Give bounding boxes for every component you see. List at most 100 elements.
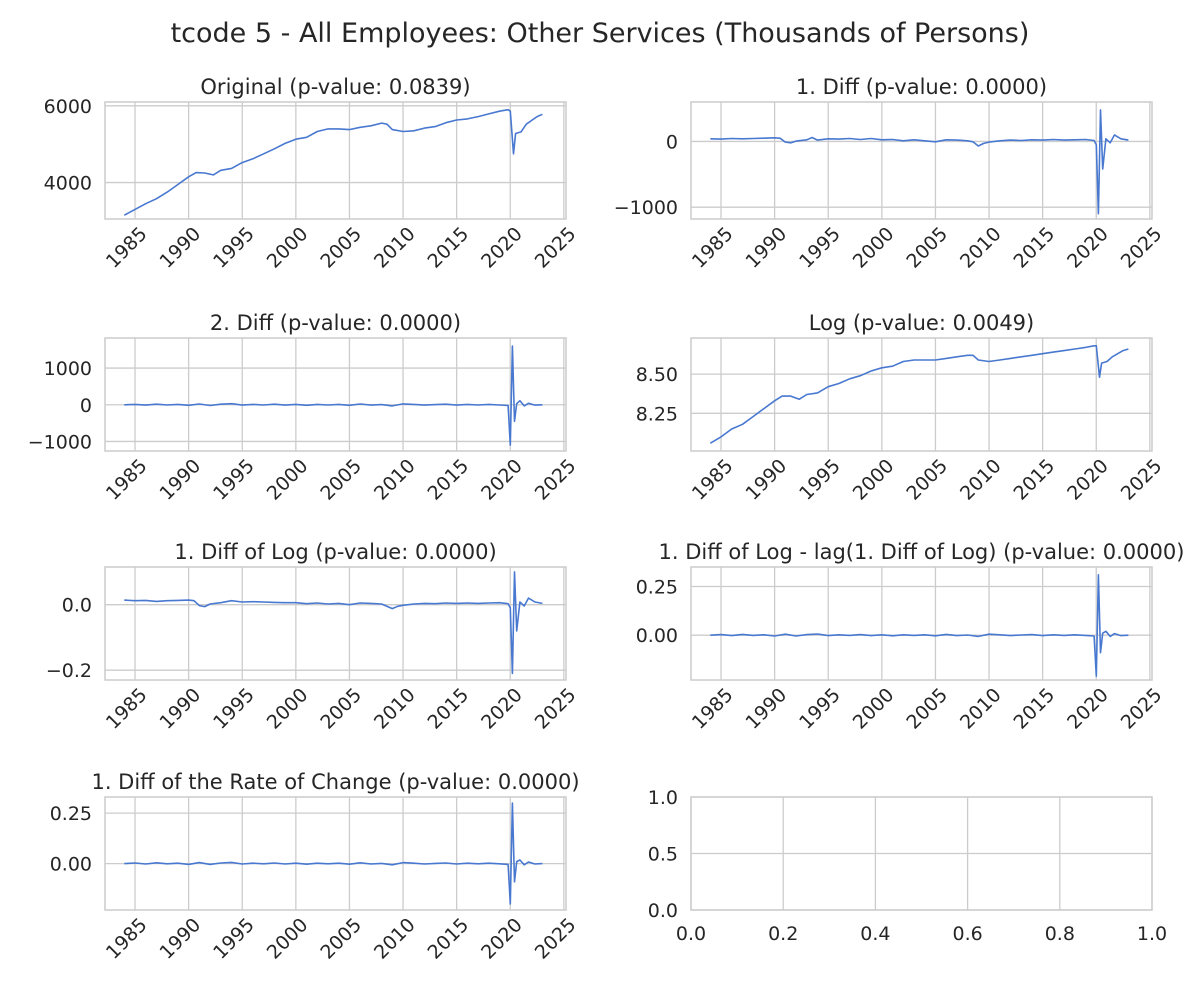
x-tick-label: 0.4 <box>860 923 890 945</box>
x-tick-label: 2005 <box>902 223 952 273</box>
x-tick-label: 1990 <box>742 223 792 273</box>
x-tick-label: 2015 <box>1010 455 1060 505</box>
y-tick-label: 0.25 <box>50 803 92 825</box>
x-tick-label: 1985 <box>688 455 738 505</box>
y-tick-label: 1000 <box>44 358 92 380</box>
axes-frame <box>104 101 567 220</box>
y-tick-label: 0.5 <box>648 844 678 866</box>
x-tick-label: 2000 <box>263 914 313 964</box>
x-tick-label: 1990 <box>156 223 206 273</box>
subplot-grid: 1985 1990 1995 2000 2005 2010 2015 2020 20254000… <box>28 75 1185 964</box>
y-tick-label: 0.25 <box>636 576 678 598</box>
x-tick-label: 2000 <box>263 684 313 734</box>
x-tick-label: 2015 <box>1010 223 1060 273</box>
y-tick-label: −1000 <box>28 431 92 453</box>
x-tick-label: 2000 <box>263 223 313 273</box>
x-tick-label: 2005 <box>316 684 366 734</box>
subplot-1: 1985 1990 1995 2000 2005 2010 2015 2020 2025 4000… <box>44 75 581 273</box>
subplot-7: 1985 1990 1995 2000 2005 2010 2015 2020 2025 0.00… <box>50 770 581 964</box>
x-tick-label: 1985 <box>102 914 152 964</box>
subplot-8: 0.0 0.2 0.4 0.6 0.8 1.0 0.0 0.5 1.0 <box>648 787 1167 945</box>
x-tick-label: 2025 <box>531 914 581 964</box>
subplot-title: 1. Diff of the Rate of Change (p-value: … <box>91 770 579 794</box>
y-tick-label: −0.2 <box>46 660 92 682</box>
x-tick-label: 0.0 <box>676 923 706 945</box>
x-tick-label: 1995 <box>795 223 845 273</box>
y-tick-label: 0.0 <box>648 900 678 922</box>
x-tick-label: 2000 <box>849 455 899 505</box>
x-tick-label: 0.6 <box>952 923 982 945</box>
x-tick-label: 2005 <box>316 914 366 964</box>
x-tick-label: 2020 <box>1063 684 1113 734</box>
x-tick-label: 1985 <box>102 455 152 505</box>
x-tick-label: 2005 <box>316 223 366 273</box>
x-tick-label: 1995 <box>795 455 845 505</box>
x-tick-label: 2000 <box>263 455 313 505</box>
subplot-4: 1985 1990 1995 2000 2005 2010 2015 2020 2025 8.25… <box>636 311 1167 505</box>
axes-frame <box>104 566 567 681</box>
x-tick-label: 2015 <box>424 684 474 734</box>
y-tick-label: −1000 <box>614 197 678 219</box>
x-tick-label: 1995 <box>795 684 845 734</box>
subplot-2: 1985 1990 1995 2000 2005 2010 2015 2020 2025 −100… <box>614 75 1167 273</box>
x-tick-label: 2020 <box>477 914 527 964</box>
axes-frame <box>690 337 1153 452</box>
figure-suptitle: tcode 5 - All Employees: Other Services … <box>171 18 1030 49</box>
x-tick-label: 2015 <box>424 223 474 273</box>
series-line <box>124 345 543 446</box>
y-tick-label: 0.00 <box>636 625 678 647</box>
series-line <box>710 109 1129 215</box>
axes-frame <box>104 337 567 452</box>
y-tick-label: 4000 <box>44 173 92 195</box>
x-tick-label: 1985 <box>102 223 152 273</box>
x-tick-label: 2020 <box>1063 455 1113 505</box>
axes-frame <box>690 566 1153 681</box>
x-tick-label: 2025 <box>1117 455 1167 505</box>
x-tick-label: 2015 <box>424 914 474 964</box>
x-tick-label: 1985 <box>688 223 738 273</box>
x-tick-label: 2005 <box>902 455 952 505</box>
y-tick-label: 8.50 <box>636 364 678 386</box>
x-tick-label: 2000 <box>849 684 899 734</box>
x-tick-label: 2010 <box>370 914 420 964</box>
x-tick-label: 1995 <box>209 684 259 734</box>
subplot-title: 2. Diff (p-value: 0.0000) <box>210 311 461 335</box>
subplot-title: Original (p-value: 0.0839) <box>200 75 470 99</box>
x-tick-label: 1995 <box>209 914 259 964</box>
x-tick-label: 2020 <box>477 684 527 734</box>
y-tick-label: 0 <box>666 131 678 153</box>
axes-frame <box>690 101 1153 220</box>
x-tick-label: 1985 <box>102 684 152 734</box>
series-line <box>709 344 1129 444</box>
x-tick-label: 2020 <box>477 223 527 273</box>
x-tick-label: 2010 <box>956 684 1006 734</box>
subplot-title: 1. Diff (p-value: 0.0000) <box>796 75 1047 99</box>
x-tick-label: 1990 <box>156 684 206 734</box>
x-tick-label: 0.8 <box>1045 923 1075 945</box>
x-tick-label: 1995 <box>209 455 259 505</box>
x-tick-label: 2015 <box>424 455 474 505</box>
subplot-title: 1. Diff of Log - lag(1. Diff of Log) (p-… <box>659 540 1185 564</box>
x-tick-label: 1990 <box>156 914 206 964</box>
subplot-5: 1985 1990 1995 2000 2005 2010 2015 2020 2025 −0.2… <box>46 540 581 734</box>
series-line <box>710 573 1129 677</box>
x-tick-label: 1990 <box>742 455 792 505</box>
subplot-title: Log (p-value: 0.0049) <box>809 311 1035 335</box>
x-tick-label: 2025 <box>531 455 581 505</box>
series-line <box>124 571 543 675</box>
y-tick-label: 1.0 <box>648 787 678 809</box>
axes-frame <box>690 796 1153 911</box>
subplot-3: 1985 1990 1995 2000 2005 2010 2015 2020 2025 −100… <box>28 311 581 505</box>
x-tick-label: 2010 <box>370 455 420 505</box>
x-tick-label: 2005 <box>316 455 366 505</box>
x-tick-label: 1985 <box>688 684 738 734</box>
x-tick-label: 1995 <box>209 223 259 273</box>
x-tick-label: 0.2 <box>768 923 798 945</box>
subplot-title: 1. Diff of Log (p-value: 0.0000) <box>174 540 496 564</box>
x-tick-label: 2025 <box>1117 684 1167 734</box>
y-tick-label: 0.00 <box>50 854 92 876</box>
x-tick-label: 1.0 <box>1137 923 1167 945</box>
x-tick-label: 2015 <box>1010 684 1060 734</box>
x-tick-label: 2010 <box>370 223 420 273</box>
